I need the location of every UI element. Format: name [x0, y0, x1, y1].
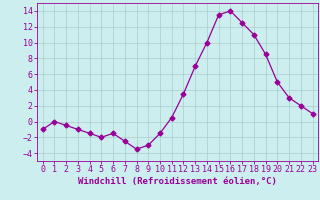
X-axis label: Windchill (Refroidissement éolien,°C): Windchill (Refroidissement éolien,°C) [78, 177, 277, 186]
